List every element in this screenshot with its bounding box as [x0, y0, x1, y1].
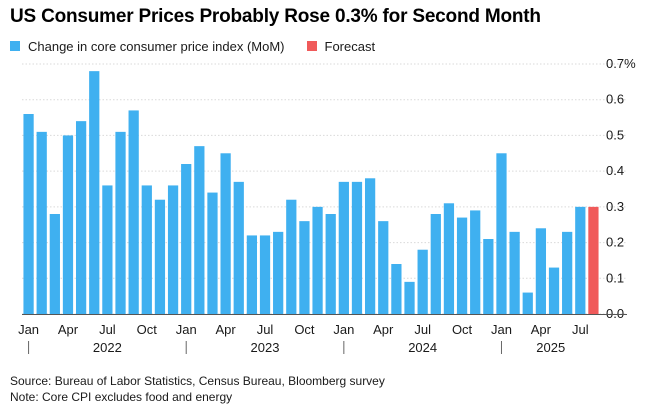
bar [286, 199, 297, 314]
bar [23, 114, 34, 314]
x-tick-label: Apr [531, 322, 552, 337]
x-tick-label: Jul [572, 322, 589, 337]
x-tick-label: Jan [333, 322, 354, 337]
bar [207, 192, 218, 314]
bar [62, 135, 74, 314]
bar [575, 206, 586, 314]
bar [562, 231, 573, 314]
bar [364, 178, 376, 314]
year-label: 2023 [251, 340, 280, 355]
chart-title: US Consumer Prices Probably Rose 0.3% fo… [10, 6, 541, 27]
year-label: 2022 [93, 340, 122, 355]
legend: Change in core consumer price index (MoM… [10, 38, 397, 54]
bar [220, 153, 231, 314]
bar [509, 231, 520, 314]
bar [49, 214, 60, 314]
bar [417, 249, 428, 314]
legend-label-core-cpi: Change in core consumer price index (MoM… [28, 38, 285, 54]
source-note: Source: Bureau of Labor Statistics, Cens… [10, 374, 385, 388]
bar [141, 185, 152, 314]
x-tick-label: Jul [257, 322, 274, 337]
bar [522, 292, 533, 314]
bar [443, 203, 455, 314]
bar [338, 181, 349, 314]
bar [167, 185, 179, 314]
y-tick-label: 0.0 [606, 306, 624, 321]
legend-label-forecast: Forecast [324, 38, 376, 54]
bar [75, 121, 87, 315]
y-tick-label: 0.7% [606, 56, 636, 71]
bar [535, 228, 547, 314]
legend-swatch-forecast [306, 41, 317, 51]
x-tick-label: Jul [414, 322, 431, 337]
bar [89, 71, 100, 315]
bar [456, 217, 468, 314]
x-tick-label: Jan [491, 322, 512, 337]
x-tick-label: Oct [137, 322, 158, 337]
y-tick-label: 0.2 [606, 235, 624, 250]
bar [273, 231, 284, 314]
bar [548, 267, 560, 314]
bar [378, 221, 389, 314]
x-tick-label: Oct [294, 322, 315, 337]
bar [233, 181, 244, 314]
x-tick-label: Jul [99, 322, 116, 337]
year-label: 2024 [408, 340, 437, 355]
bar [391, 264, 402, 314]
year-label: 2025 [536, 340, 565, 355]
y-tick-label: 0.1 [606, 270, 624, 285]
legend-item-core-cpi: Change in core consumer price index (MoM… [10, 39, 285, 54]
bar [325, 214, 336, 314]
bar [115, 131, 126, 314]
bar [181, 164, 192, 314]
bar [351, 181, 363, 314]
x-tick-label: Oct [452, 322, 473, 337]
y-tick-label: 0.3 [606, 199, 624, 214]
x-tick-label: Jan [176, 322, 197, 337]
footnote: Note: Core CPI excludes food and energy [10, 390, 233, 404]
y-tick-label: 0.4 [606, 163, 624, 178]
bar [259, 235, 271, 314]
bar [36, 131, 47, 314]
bar [299, 221, 310, 314]
bar [312, 206, 323, 314]
bar [154, 199, 166, 314]
bar [588, 206, 599, 314]
x-tick-label: Apr [58, 322, 79, 337]
bar [483, 239, 494, 314]
y-tick-label: 0.6 [606, 92, 624, 107]
x-tick-label: Apr [373, 322, 394, 337]
bar [102, 185, 113, 314]
x-tick-label: Jan [18, 322, 39, 337]
x-tick-label: Apr [215, 322, 236, 337]
bar [194, 146, 205, 314]
legend-swatch-core-cpi [10, 41, 20, 51]
bar [430, 214, 441, 314]
bar [496, 153, 507, 314]
legend-item-forecast: Forecast [306, 38, 376, 54]
bar [470, 210, 481, 314]
y-tick-label: 0.5 [606, 127, 624, 142]
bar [246, 235, 258, 314]
bar [404, 281, 415, 314]
bar [128, 110, 139, 314]
